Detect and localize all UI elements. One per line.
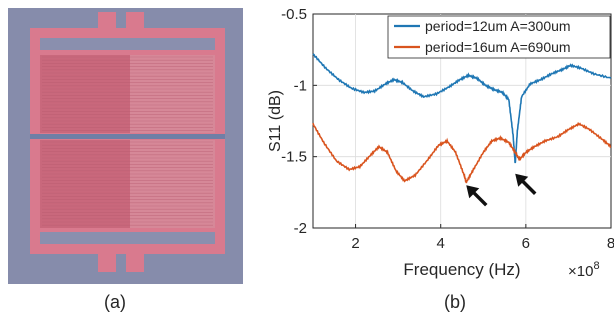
panel-b-label: (b): [444, 292, 466, 312]
center-bus: [30, 134, 225, 139]
y-axis-label: S11 (dB): [267, 90, 284, 152]
y-tick-label: -1.5: [281, 149, 307, 166]
bottom-gap: [40, 232, 215, 244]
x-tick-label: 4: [437, 235, 445, 252]
y-tick-label: -0.5: [281, 6, 307, 23]
top-gap: [40, 38, 215, 50]
series-line-1: [312, 53, 612, 164]
annotation-arrow: [515, 173, 537, 196]
legend-label-series-2: period=16um A=690um: [425, 39, 571, 55]
panel-a-label: (a): [104, 292, 126, 312]
series-line-2: [312, 121, 612, 184]
electrode-highlight-bottom: [130, 140, 215, 228]
y-tick-label: -1: [294, 77, 307, 94]
legend: period=12um A=300um period=16um A=690um: [387, 15, 611, 59]
y-tick-label: -2: [294, 220, 307, 237]
interdigital-fingers: [42, 56, 213, 226]
electrode-highlight-top: [130, 55, 215, 133]
x-tick-label: 2: [351, 235, 359, 252]
legend-label-series-1: period=12um A=300um: [425, 18, 571, 34]
x-tick-label: 6: [522, 235, 530, 252]
device-photo: [8, 8, 243, 284]
annotations: [466, 173, 537, 207]
x-axis-label: Frequency (Hz): [403, 260, 520, 279]
x-axis-multiplier: ×108: [568, 260, 600, 280]
series-layer: [312, 53, 612, 184]
annotation-arrow: [466, 185, 488, 207]
top-right-pad: [126, 12, 144, 32]
bottom-left-pad: [98, 250, 116, 272]
bottom-right-pad: [126, 250, 144, 272]
x-tick-label: 8: [607, 235, 614, 252]
top-left-pad: [98, 12, 116, 32]
legend-box: [387, 15, 611, 59]
ticks: 2 4 6 8 -2 -1.5 -1 -0.5: [281, 6, 614, 252]
